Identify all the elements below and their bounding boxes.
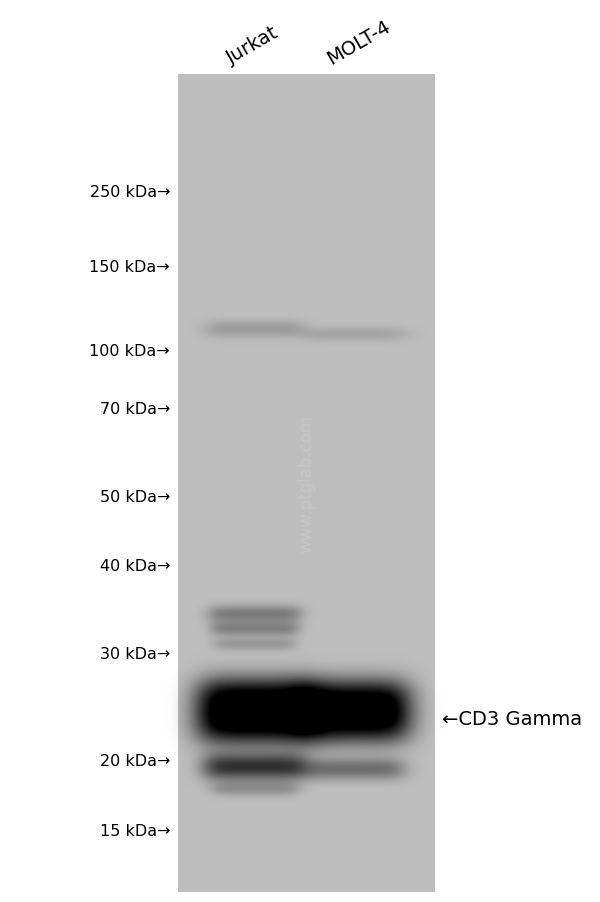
Text: 70 kDa→: 70 kDa→ (100, 402, 170, 417)
Text: 20 kDa→: 20 kDa→ (100, 754, 170, 769)
Text: 30 kDa→: 30 kDa→ (100, 647, 170, 662)
Text: Jurkat: Jurkat (223, 23, 282, 68)
Text: 40 kDa→: 40 kDa→ (100, 559, 170, 574)
Text: 250 kDa→: 250 kDa→ (89, 185, 170, 200)
Text: ←CD3 Gamma: ←CD3 Gamma (442, 710, 582, 729)
Text: 50 kDa→: 50 kDa→ (100, 490, 170, 505)
Text: MOLT-4: MOLT-4 (323, 16, 394, 68)
Text: 150 kDa→: 150 kDa→ (89, 260, 170, 275)
Text: 100 kDa→: 100 kDa→ (89, 345, 170, 359)
Text: 15 kDa→: 15 kDa→ (100, 824, 170, 839)
Text: www.ptglab.com: www.ptglab.com (298, 415, 316, 552)
